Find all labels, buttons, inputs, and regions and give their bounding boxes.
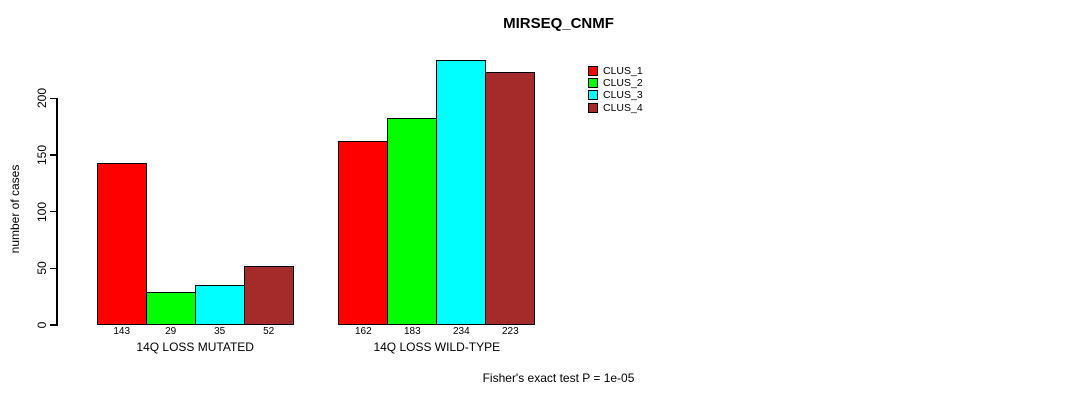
y-axis-tick xyxy=(50,211,57,213)
y-axis-tick xyxy=(50,324,57,326)
y-axis-tick-label: 0 xyxy=(35,321,49,329)
bar-value-label: 52 xyxy=(263,326,275,337)
legend-swatch xyxy=(588,90,598,101)
chart-title: MIRSEQ_CNMF xyxy=(503,15,614,32)
bar xyxy=(194,285,245,325)
legend: CLUS_1 CLUS_2 CLUS_3 CLUS_4 xyxy=(588,65,643,114)
legend-label: CLUS_3 xyxy=(603,89,643,102)
y-axis-tick xyxy=(50,97,57,99)
bar-value-label: 35 xyxy=(214,326,226,337)
y-axis-tick-label: 50 xyxy=(35,261,49,276)
y-axis-tick-label: 100 xyxy=(35,201,49,222)
bar xyxy=(338,141,389,325)
legend-swatch xyxy=(588,102,598,113)
footnote-pvalue: Fisher's exact test P = 1e-05 xyxy=(482,371,635,385)
bar xyxy=(436,59,487,325)
bar xyxy=(145,292,196,325)
legend-swatch xyxy=(588,78,598,89)
y-axis-tick xyxy=(50,154,57,156)
legend-item: CLUS_3 xyxy=(588,89,643,101)
legend-swatch xyxy=(588,66,598,77)
legend-label: CLUS_1 xyxy=(603,65,643,78)
bar-value-label: 29 xyxy=(165,326,177,337)
legend-label: CLUS_4 xyxy=(603,101,643,114)
bar xyxy=(96,162,147,325)
bar-value-label: 234 xyxy=(452,326,470,337)
y-axis-tick-label: 150 xyxy=(35,144,49,165)
legend-item: CLUS_4 xyxy=(588,102,643,114)
legend-item: CLUS_1 xyxy=(588,65,643,77)
bar xyxy=(243,266,294,325)
x-axis-group-label: 14Q LOSS MUTATED xyxy=(136,340,254,354)
bar-value-label: 143 xyxy=(113,326,131,337)
bar xyxy=(387,117,438,325)
bar xyxy=(485,72,536,325)
y-axis-tick-label: 200 xyxy=(35,88,49,109)
legend-label: CLUS_2 xyxy=(603,77,643,90)
y-axis-tick xyxy=(50,267,57,269)
y-axis-line xyxy=(56,98,58,326)
x-axis-group-label: 14Q LOSS WILD-TYPE xyxy=(373,340,501,354)
bar-value-label: 183 xyxy=(403,326,421,337)
bar-value-label: 162 xyxy=(354,326,372,337)
y-axis-title: number of cases xyxy=(8,164,22,254)
legend-item: CLUS_2 xyxy=(588,77,643,89)
bar-value-label: 223 xyxy=(501,326,519,337)
